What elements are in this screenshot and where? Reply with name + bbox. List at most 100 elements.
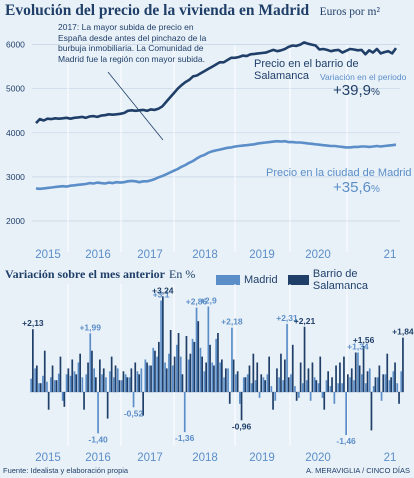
y-tick-label-5000: 5000 <box>6 84 25 94</box>
bar-legend: Madrid Barrio de Salamanca <box>216 268 414 292</box>
bar-madrid-63 <box>278 377 280 393</box>
salamanca-pct-sign: % <box>370 87 380 98</box>
bar-salamanca-30 <box>150 365 152 393</box>
bar-salamanca-32 <box>158 341 160 392</box>
bar-salamanca-23 <box>122 371 125 392</box>
bar-madrid-9 <box>65 374 68 392</box>
bar-salamanca-60 <box>268 356 270 392</box>
bar-madrid-21 <box>113 377 115 393</box>
y-tick-label-4000: 4000 <box>6 128 25 138</box>
bar-madrid-0 <box>30 378 32 392</box>
value-label-0: +2,13 <box>22 318 44 328</box>
bar-salamanca-77 <box>335 365 337 393</box>
bar-salamanca-58 <box>260 374 263 392</box>
bar-madrid-74 <box>321 392 324 398</box>
value-label-16: +1,84 <box>392 327 414 337</box>
bar-salamanca-29 <box>146 362 148 392</box>
bar-madrid-48 <box>219 362 221 392</box>
bar-madrid-89 <box>380 392 383 401</box>
bar-salamanca-43 <box>201 356 203 392</box>
value-label-4: +3,1 <box>153 290 170 300</box>
top-x-label-21: 21 <box>384 249 397 261</box>
bar-madrid-55 <box>246 374 249 392</box>
bar-salamanca-78 <box>339 362 341 392</box>
bar-madrid-44 <box>203 371 206 392</box>
bar-madrid-8 <box>61 392 64 401</box>
bar-madrid-10 <box>69 375 72 392</box>
value-label-8: +2,9 <box>200 296 217 306</box>
bar-madrid-32 <box>156 356 158 392</box>
bar-salamanca-49 <box>225 368 227 392</box>
value-label-11: +2,31 <box>276 313 298 323</box>
bar-salamanca-51 <box>232 359 235 392</box>
bar-madrid-76 <box>329 386 332 392</box>
bar-madrid-4 <box>46 381 48 392</box>
bar-salamanca-69 <box>303 326 306 392</box>
bar-madrid-93 <box>396 383 399 392</box>
bar-salamanca-83 <box>358 365 361 393</box>
bar-salamanca-67 <box>295 392 298 401</box>
bar-madrid-37 <box>176 344 178 392</box>
bar-madrid-84 <box>361 374 363 392</box>
period-variation-label: Variación en el periodo <box>320 72 407 82</box>
bar-salamanca-48 <box>221 359 223 392</box>
value-label-14: +1,34 <box>347 342 369 352</box>
value-label-5: +3,24 <box>152 285 174 295</box>
madrid-period-change: +35,6% <box>333 179 380 196</box>
madrid-pct-value: +35,6 <box>333 179 371 196</box>
monthly-variation-bar-chart: +2,13 +1,99-1,40-0,52+3,1+3,24-1,36+2,86+… <box>22 284 414 464</box>
bar-salamanca-22 <box>118 380 121 392</box>
bar-madrid-61 <box>270 386 273 392</box>
bar-salamanca-81 <box>350 368 353 392</box>
bar-salamanca-65 <box>287 377 290 393</box>
bar-salamanca-2 <box>39 383 42 392</box>
top-gridlines <box>32 44 400 252</box>
bar-salamanca-84 <box>362 346 365 392</box>
value-label-15: +1,56 <box>353 335 375 345</box>
bar-madrid-87 <box>372 386 375 392</box>
bar-salamanca-47 <box>217 333 219 392</box>
bar-salamanca-55 <box>248 365 251 393</box>
bar-salamanca-12 <box>79 353 81 393</box>
bar-madrid-86 <box>368 368 371 392</box>
bar-madrid-13 <box>81 377 84 393</box>
bar-madrid-24 <box>124 374 127 392</box>
bar-madrid-53 <box>239 392 241 404</box>
bar-salamanca-4 <box>47 392 50 410</box>
bar-salamanca-89 <box>382 374 385 392</box>
bar-salamanca-41 <box>193 341 196 392</box>
bar-salamanca-40 <box>189 353 192 393</box>
bar-salamanca-93 <box>398 392 400 404</box>
salamanca-price-line <box>35 41 398 124</box>
bar-madrid-43 <box>199 347 202 393</box>
bar-madrid-68 <box>298 392 300 398</box>
bar-madrid-85 <box>364 383 367 392</box>
bar-salamanca-50 <box>228 392 231 404</box>
bar-madrid-73 <box>317 383 320 392</box>
value-label-3: -0,52 <box>124 408 144 418</box>
bar-madrid-39 <box>183 392 186 433</box>
salamanca-pct-value: +39,9 <box>333 82 371 99</box>
bar-madrid-15 <box>89 333 92 392</box>
bar-salamanca-42 <box>197 321 200 392</box>
bar-madrid-33 <box>160 300 162 392</box>
bar-salamanca-85 <box>366 371 369 392</box>
bar-salamanca-82 <box>354 352 357 392</box>
bar-madrid-77 <box>333 392 336 404</box>
bar-madrid-3 <box>42 375 44 392</box>
bar-madrid-38 <box>179 356 182 392</box>
bar-salamanca-11 <box>75 374 78 392</box>
madrid-series-label: Precio en la ciudad de Madrid <box>266 167 412 179</box>
legend-item-madrid: Madrid <box>216 274 278 286</box>
bar-salamanca-46 <box>213 365 215 393</box>
value-label-7: +2,86 <box>186 297 208 307</box>
bar-salamanca-80 <box>347 374 349 392</box>
bar-salamanca-76 <box>331 377 333 393</box>
bar-salamanca-94 <box>402 337 404 392</box>
bar-salamanca-14 <box>87 362 89 392</box>
legend-label-madrid: Madrid <box>244 274 278 286</box>
bar-chart-unit: En % <box>168 267 196 281</box>
bar-salamanca-54 <box>244 377 247 393</box>
salamanca-series-label: Precio en el barrio de Salamanca <box>254 58 359 82</box>
